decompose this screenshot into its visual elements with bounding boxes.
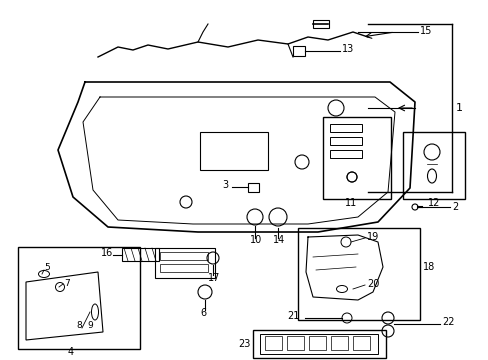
Text: 8: 8 (76, 321, 81, 330)
Text: 7: 7 (64, 279, 70, 288)
Text: 1: 1 (455, 103, 462, 113)
Bar (264, 336, 282, 350)
Bar (297, 228, 419, 320)
Text: 20: 20 (366, 279, 379, 289)
Bar (122, 248, 159, 261)
Bar (247, 183, 259, 192)
Text: 23: 23 (238, 339, 250, 349)
Text: 17: 17 (207, 273, 220, 283)
Text: 14: 14 (272, 235, 285, 245)
Bar (402, 132, 464, 199)
Text: 15: 15 (419, 26, 431, 36)
Bar (18, 247, 140, 349)
Bar (329, 124, 361, 132)
Bar (155, 248, 215, 278)
Text: 5: 5 (44, 264, 50, 273)
Bar (352, 336, 369, 350)
Bar (160, 264, 207, 272)
Bar (323, 117, 390, 199)
Text: 11: 11 (345, 198, 357, 208)
Text: 3: 3 (222, 180, 227, 190)
Text: 6: 6 (200, 308, 206, 318)
Text: 16: 16 (101, 248, 113, 258)
Bar (260, 334, 377, 354)
Text: 13: 13 (341, 44, 353, 54)
Bar (286, 336, 304, 350)
Bar (308, 336, 325, 350)
Text: 19: 19 (366, 232, 379, 242)
Bar (160, 252, 207, 260)
Text: 22: 22 (441, 317, 453, 327)
Text: 12: 12 (427, 198, 440, 208)
Text: 2: 2 (451, 202, 457, 212)
Text: 10: 10 (249, 235, 262, 245)
Bar (330, 336, 347, 350)
Bar (329, 137, 361, 145)
Bar (312, 20, 328, 28)
Bar (292, 46, 305, 56)
Bar (329, 150, 361, 158)
Text: 21: 21 (287, 311, 299, 321)
Text: 9: 9 (87, 321, 93, 330)
Text: 4: 4 (68, 347, 74, 357)
Bar (252, 330, 385, 358)
Text: 18: 18 (422, 262, 434, 272)
